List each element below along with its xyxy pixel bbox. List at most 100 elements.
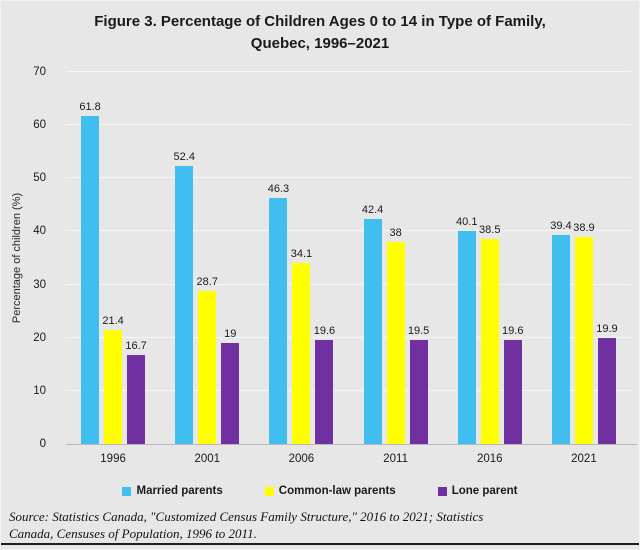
x-tick-label-2001: 2001 bbox=[194, 453, 221, 465]
bar-group-2011: 42.4 38 19.5 bbox=[349, 72, 443, 444]
bar-wrap: 34.1 bbox=[290, 72, 313, 444]
bar-wrap: 19 bbox=[221, 72, 240, 444]
gridline bbox=[66, 389, 631, 391]
source-line2: Canada, Censuses of Population, 1996 to … bbox=[9, 525, 257, 541]
bar-wrap: 38.9 bbox=[573, 72, 595, 444]
x-axis-labels: 1996 2001 2006 2011 2016 2021 bbox=[66, 453, 631, 465]
bar-wrap: 39.4 bbox=[550, 72, 572, 444]
bar-value-label: 38 bbox=[389, 227, 402, 240]
chart-legend: Married parents Common-law parents Lone pa… bbox=[1, 485, 639, 497]
legend-swatch-icon bbox=[437, 486, 447, 496]
plot-area: 61.8 21.4 16.7 52.4 28.7 19 46.3 34.1 19.6 42.4 38… bbox=[66, 71, 637, 445]
bar-common-law-parents-2011 bbox=[386, 242, 405, 444]
legend-item-married-parents: Married parents bbox=[122, 485, 223, 497]
bar-lone-parent-2011 bbox=[409, 340, 428, 444]
bar-value-label: 38.9 bbox=[573, 222, 595, 235]
bar-common-law-parents-2016 bbox=[480, 239, 499, 444]
y-tick-label: 70 bbox=[33, 66, 46, 78]
bar-married-parents-2021 bbox=[551, 234, 570, 444]
legend-item-common-law-parents: Common-law parents bbox=[264, 485, 396, 497]
x-tick-label-2011: 2011 bbox=[383, 453, 408, 465]
x-tick-label-2021: 2021 bbox=[571, 453, 597, 465]
bar-common-law-parents-2001 bbox=[198, 291, 217, 444]
bar-group-1996: 61.8 21.4 16.7 bbox=[66, 72, 160, 444]
bar-group-2001: 52.4 28.7 19 bbox=[160, 72, 254, 444]
legend-label: Married parents bbox=[136, 485, 223, 497]
chart-title: Figure 3. Percentage of Children Ages 0 … bbox=[1, 11, 639, 55]
bar-lone-parent-1996 bbox=[127, 355, 146, 444]
bar-married-parents-2006 bbox=[269, 197, 288, 444]
source-note: Source: Statistics Canada, "Customized C… bbox=[9, 509, 629, 542]
bar-value-label: 46.3 bbox=[267, 182, 290, 195]
y-tick-label: 60 bbox=[33, 119, 46, 132]
bar-group-2021: 39.4 38.9 19.9 bbox=[537, 72, 631, 444]
bar-married-parents-2001 bbox=[175, 165, 194, 444]
bar-wrap: 38 bbox=[386, 72, 405, 444]
bar-value-label: 40.1 bbox=[456, 215, 478, 228]
bar-value-label: 19 bbox=[224, 328, 237, 341]
bar-value-label: 42.4 bbox=[361, 203, 384, 216]
y-tick-label: 10 bbox=[33, 384, 46, 397]
gridline bbox=[66, 177, 631, 179]
y-tick-label: 40 bbox=[33, 225, 46, 238]
chart-title-line2: Quebec, 1996–2021 bbox=[250, 35, 390, 52]
bar-wrap: 21.4 bbox=[102, 72, 124, 444]
bar-common-law-parents-2021 bbox=[574, 237, 593, 444]
bar-common-law-parents-2006 bbox=[292, 262, 311, 444]
chart-title-line1: Figure 3. Percentage of Children Ages 0 … bbox=[94, 13, 546, 30]
bar-lone-parent-2016 bbox=[503, 339, 522, 444]
bar-value-label: 19.6 bbox=[313, 324, 336, 337]
bar-wrap: 19.5 bbox=[408, 72, 429, 444]
gridline bbox=[66, 230, 631, 232]
gridline bbox=[66, 124, 631, 126]
bar-wrap: 46.3 bbox=[267, 72, 290, 444]
bar-value-label: 19.9 bbox=[596, 323, 618, 336]
bar-groups: 61.8 21.4 16.7 52.4 28.7 19 46.3 34.1 19.6 42.4 38… bbox=[66, 72, 631, 444]
x-tick-label-2016: 2016 bbox=[476, 453, 503, 465]
bar-group-2016: 40.1 38.5 19.6 bbox=[443, 72, 537, 444]
bar-wrap: 38.5 bbox=[479, 72, 501, 444]
bar-value-label: 28.7 bbox=[196, 276, 218, 289]
gridline bbox=[66, 336, 631, 338]
bar-wrap: 42.4 bbox=[361, 72, 384, 444]
legend-label: Common-law parents bbox=[278, 485, 396, 497]
legend-label: Lone parent bbox=[451, 485, 518, 497]
x-axis-line bbox=[66, 444, 637, 445]
bar-value-label: 34.1 bbox=[290, 247, 313, 260]
bar-value-label: 16.7 bbox=[125, 340, 147, 353]
bar-wrap: 28.7 bbox=[196, 72, 218, 444]
bar-wrap: 52.4 bbox=[174, 72, 195, 444]
bar-wrap: 16.7 bbox=[125, 72, 147, 444]
x-tick-label-2006: 2006 bbox=[288, 453, 315, 465]
bar-wrap: 19.9 bbox=[596, 72, 618, 444]
y-tick-label: 0 bbox=[39, 438, 46, 450]
bar-wrap: 19.6 bbox=[502, 72, 524, 444]
bar-lone-parent-2006 bbox=[315, 339, 334, 444]
bar-value-label: 39.4 bbox=[550, 219, 572, 232]
y-axis-ticks: 0 10 20 30 40 50 60 70 bbox=[1, 66, 56, 450]
source-line1: Source: Statistics Canada, "Customized C… bbox=[9, 509, 484, 524]
bar-common-law-parents-1996 bbox=[104, 330, 123, 444]
y-tick-label: 30 bbox=[33, 278, 46, 291]
bar-married-parents-1996 bbox=[81, 115, 100, 444]
bar-group-2006: 46.3 34.1 19.6 bbox=[254, 72, 348, 444]
x-tick-label-1996: 1996 bbox=[100, 453, 126, 465]
bar-lone-parent-2021 bbox=[597, 338, 616, 444]
legend-swatch-icon bbox=[264, 486, 274, 496]
bar-lone-parent-2001 bbox=[221, 343, 240, 444]
legend-swatch-icon bbox=[122, 486, 132, 496]
gridline bbox=[66, 283, 631, 285]
y-tick-label: 50 bbox=[33, 172, 46, 185]
legend-item-lone-parent: Lone parent bbox=[437, 485, 518, 497]
bar-value-label: 38.5 bbox=[479, 224, 501, 237]
bar-wrap: 19.6 bbox=[313, 72, 336, 444]
bar-wrap: 40.1 bbox=[456, 72, 478, 444]
bar-value-label: 19.6 bbox=[502, 324, 524, 337]
bar-value-label: 61.8 bbox=[79, 100, 101, 113]
y-tick-label: 20 bbox=[33, 331, 46, 344]
bar-married-parents-2016 bbox=[457, 230, 476, 444]
bar-married-parents-2011 bbox=[363, 218, 382, 444]
figure-bottom-rule bbox=[1, 543, 639, 545]
bar-value-label: 21.4 bbox=[102, 315, 124, 328]
